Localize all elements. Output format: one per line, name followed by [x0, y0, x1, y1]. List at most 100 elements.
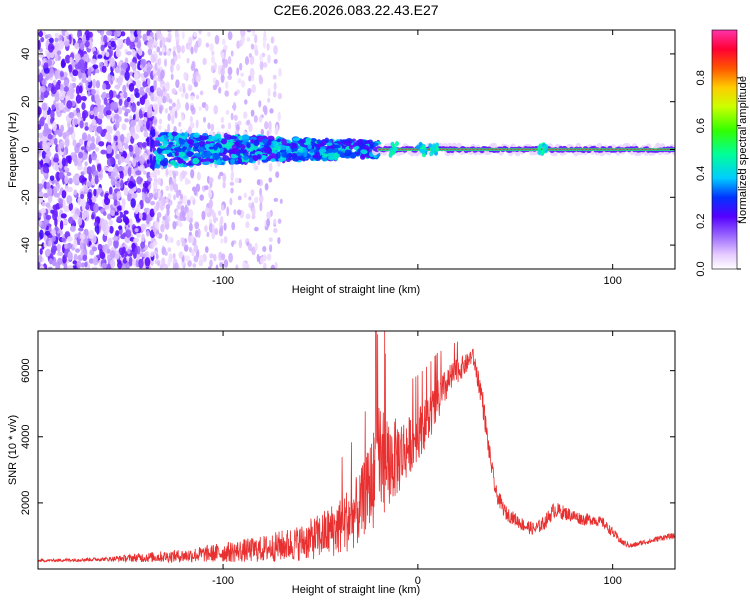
spectrogram-cell	[156, 260, 161, 267]
spectrogram-cell	[83, 53, 89, 62]
spectrogram-cell	[243, 192, 247, 199]
spectrogram-cell	[223, 235, 228, 244]
spectrogram-cell	[227, 141, 235, 146]
spectrogram-cell	[170, 159, 176, 166]
spectrogram-cell	[262, 262, 267, 269]
spectrogram-cell	[108, 186, 113, 195]
spectrogram-cell	[431, 148, 436, 154]
spectrogram-cell	[181, 211, 186, 218]
spectrogram-cell	[145, 229, 150, 237]
spectrogram-cell	[259, 202, 263, 212]
spectrogram-cell	[130, 119, 137, 127]
spectrogram-cell	[168, 106, 173, 111]
spectrogram-cell	[244, 99, 248, 105]
spectrogram-cell	[136, 30, 142, 36]
spectrogram-cell	[43, 62, 49, 69]
spectrogram-cell	[65, 95, 70, 101]
spectrogram-cell	[291, 143, 298, 149]
spectrogram-cell	[46, 87, 52, 92]
spectrogram-cell	[101, 222, 107, 232]
spectrogram-cell	[540, 150, 545, 156]
spectrogram-cell	[218, 227, 224, 237]
spectrogram-cell	[161, 36, 166, 46]
spectrogram-cell	[80, 146, 87, 151]
spectrogram-cell	[250, 109, 255, 117]
spectrogram-cell	[236, 151, 241, 157]
spectrogram-cell	[39, 229, 44, 240]
spectrogram-cell	[60, 60, 66, 69]
spectrogram-cell	[123, 187, 129, 196]
spectrogram-cell	[181, 45, 185, 54]
spectrogram-cell	[38, 191, 44, 198]
spectrogram-cell	[174, 151, 180, 157]
spectrogram-cell	[45, 202, 51, 208]
spectrogram-cell	[134, 92, 140, 99]
spectrogram-cell	[56, 50, 62, 56]
spectrogram-cell	[330, 148, 339, 153]
spectrogram-cell	[41, 150, 46, 159]
spectrogram-cell	[88, 172, 92, 183]
spectrogram-cell	[354, 146, 359, 150]
spectrogram-cell	[327, 155, 336, 161]
y-tick-label: 6000	[20, 358, 32, 382]
spectrogram-cell	[254, 242, 258, 252]
spectrogram-cell	[156, 169, 161, 176]
spectrogram-cell	[254, 34, 258, 44]
spectrogram-cell	[222, 181, 226, 189]
spectrogram-cell	[238, 39, 243, 48]
spectrogram-cell	[63, 86, 69, 92]
spectrogram-cell	[173, 125, 177, 133]
spectrogram-cell	[67, 265, 74, 269]
spectrogram-cell	[544, 144, 549, 150]
spectrogram-cell	[135, 188, 142, 193]
spectrogram-cell	[238, 149, 246, 153]
spectrogram-cell	[55, 261, 61, 269]
spectrogram-cell	[193, 244, 199, 253]
colorbar-ticks: 0.0 0.2 0.4 0.6 0.8	[695, 70, 741, 277]
spectrogram-cell	[222, 63, 226, 70]
spectrogram-cell	[149, 208, 155, 218]
spectrogram-cell	[231, 221, 236, 231]
spectrogram-cell	[202, 116, 207, 123]
spectrogram-cell	[233, 209, 237, 215]
spectrogram-cell	[96, 187, 103, 193]
spectrogram-cell	[109, 225, 114, 234]
spectrogram-cell	[93, 106, 99, 116]
spectrogram-cell	[134, 155, 141, 162]
spectrogram-cell	[115, 230, 120, 237]
spectrogram-cell	[267, 147, 272, 154]
spectrogram-cell	[309, 148, 315, 153]
spectrogram-cell	[138, 119, 144, 127]
spectrogram-cell	[206, 231, 210, 238]
spectrogram-cell	[66, 242, 73, 250]
spectrogram-cell	[143, 170, 147, 175]
spectrogram-cell	[158, 57, 162, 66]
spectrogram-cell	[43, 67, 50, 74]
spectrogram-cell	[70, 125, 74, 134]
spectrogram-cell	[219, 171, 224, 177]
spectrogram-cell	[84, 161, 88, 167]
spectrogram-cell	[93, 221, 98, 227]
spectrogram-cell	[230, 50, 234, 57]
spectrogram-cell	[73, 118, 79, 126]
spectrogram-cell	[93, 188, 97, 197]
spectrogram-cell	[84, 126, 89, 131]
spectrogram-cell	[96, 225, 100, 235]
spectrogram-cell	[159, 132, 168, 136]
spectrogram-cell	[41, 221, 47, 230]
spectrogram-cell	[38, 212, 42, 218]
spectrogram-cell	[38, 260, 41, 269]
spectrogram-cell	[277, 237, 281, 245]
spectrogram-cell	[58, 190, 63, 196]
spectrogram-cell	[251, 207, 256, 217]
spectrogram-cell	[165, 185, 170, 191]
spectrogram-cell	[38, 132, 44, 139]
spectrogram-cell	[174, 262, 179, 269]
spectrogram-cell	[107, 73, 111, 83]
spectrogram-cell	[92, 78, 96, 89]
spectrogram-cell	[261, 159, 269, 163]
spectrogram-cell	[208, 177, 214, 184]
spectrogram-cell	[176, 239, 181, 247]
spectrogram-cell	[164, 58, 167, 67]
spectrogram-cell	[270, 158, 276, 162]
